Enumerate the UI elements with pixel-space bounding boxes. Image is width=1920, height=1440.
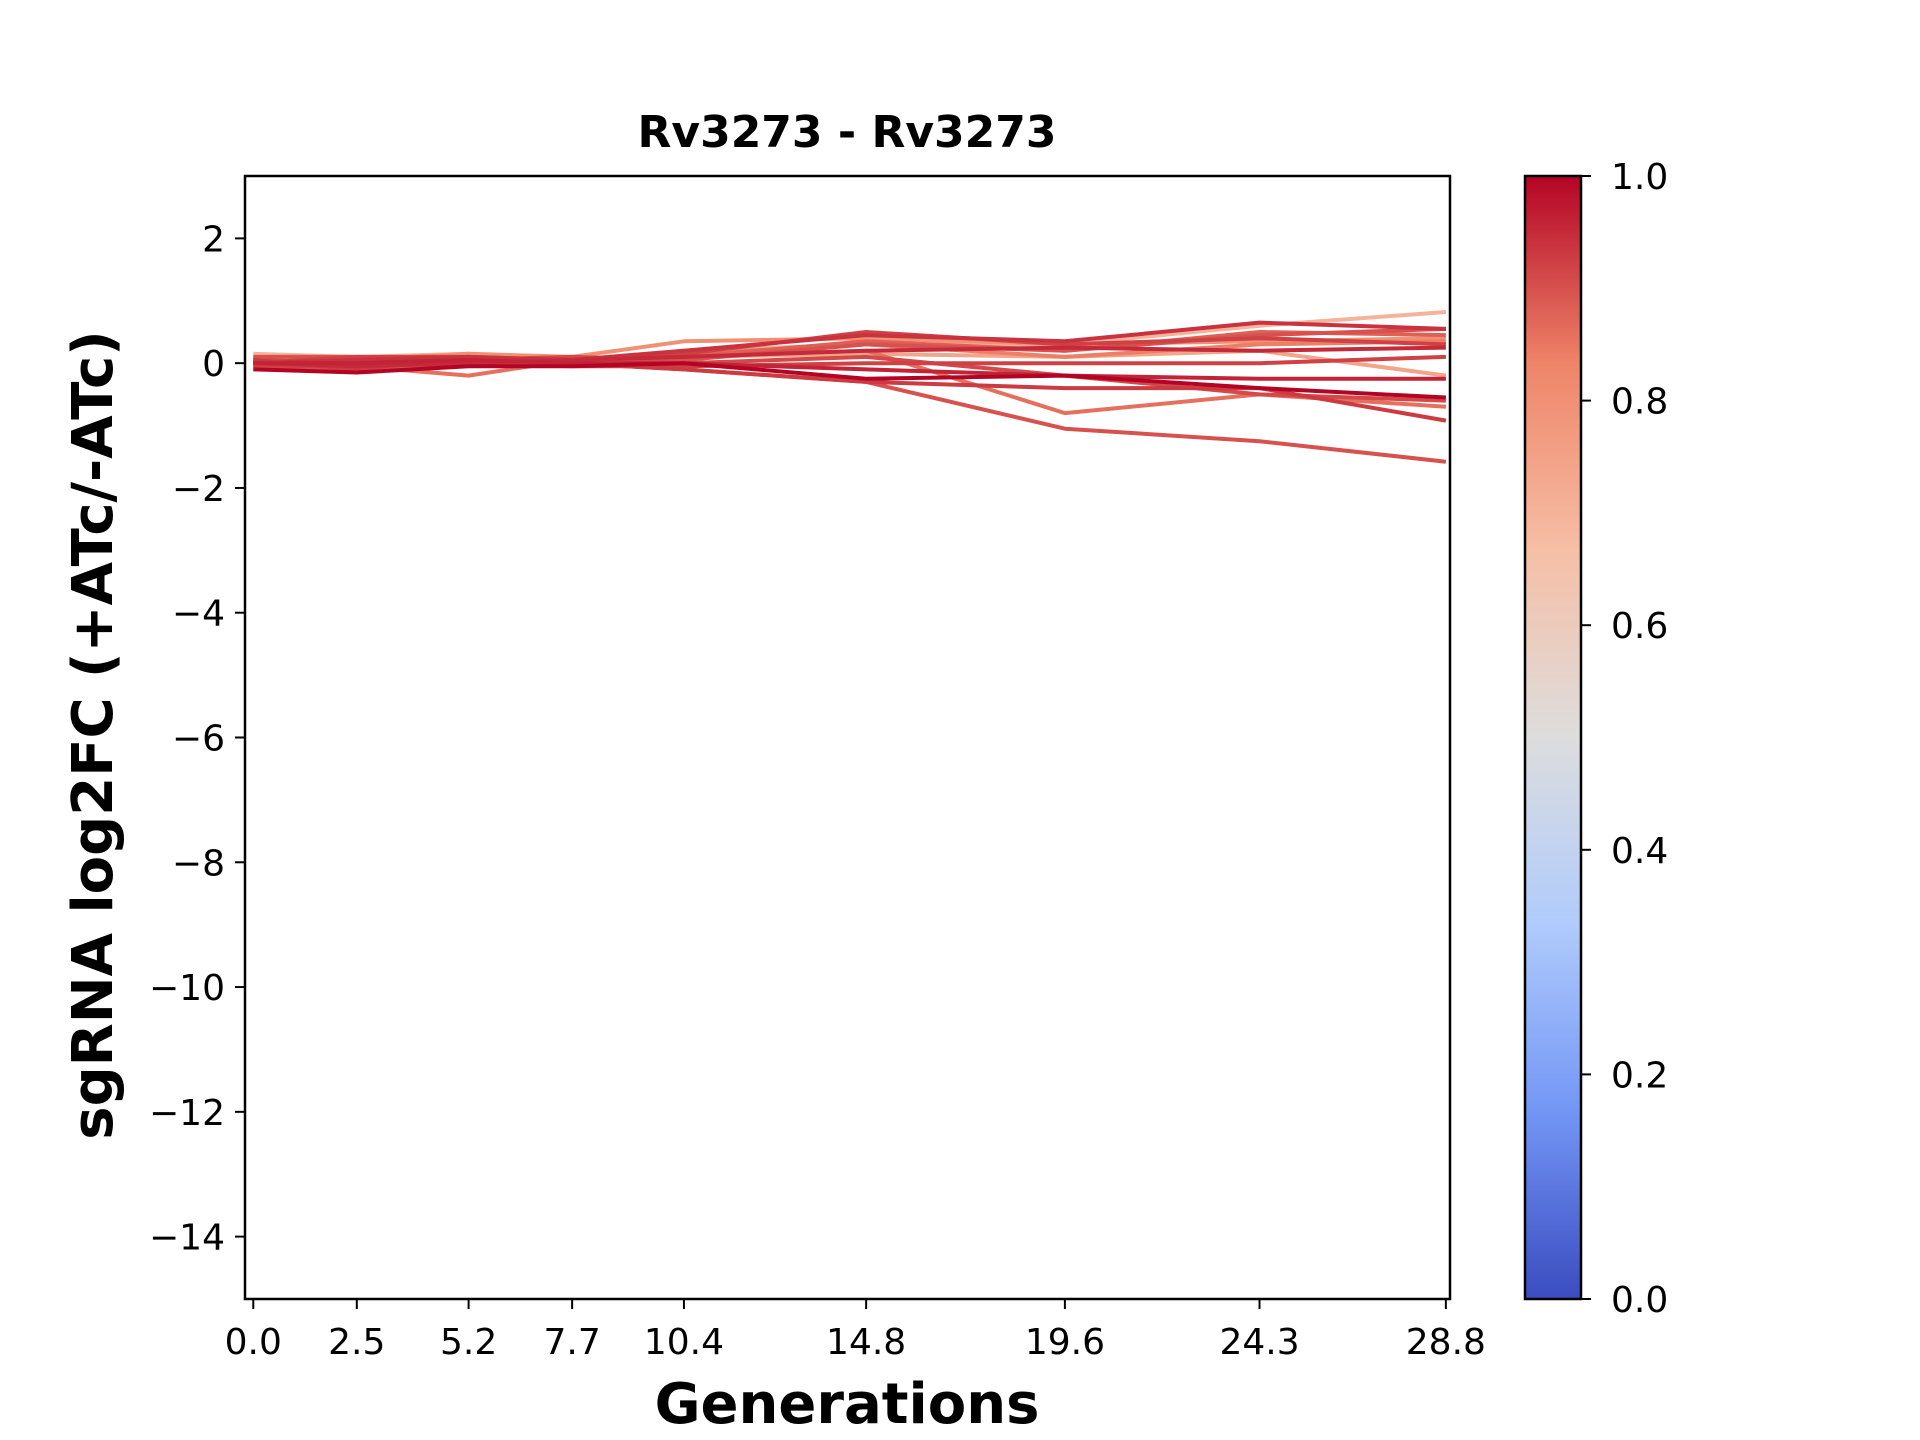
colorbar-tick-label: 0.6 [1611, 606, 1668, 647]
y-tick-label: −6 [172, 719, 225, 760]
x-tick-label: 2.5 [328, 1322, 385, 1363]
y-tick-label: 0 [202, 344, 225, 385]
y-tick-label: −12 [149, 1093, 225, 1134]
colorbar-tick-label: 0.2 [1611, 1055, 1668, 1096]
series-line-11 [253, 330, 1446, 366]
y-tick-label: −2 [172, 469, 225, 510]
y-tick-label: −10 [149, 968, 225, 1009]
x-axis-label: Generations [655, 1372, 1040, 1437]
series-line-8 [253, 358, 1447, 464]
x-tick-label: 0.0 [225, 1322, 282, 1363]
x-tick-label: 5.2 [440, 1322, 497, 1363]
colorbar-gradient [1523, 174, 1583, 1301]
y-axis-ticks: 2 0 −2 −4 −6 −8 −10 −12 −14 [149, 219, 245, 1259]
chart-title: Rv3273 - Rv3273 [638, 107, 1057, 158]
series-line-16 [253, 361, 1447, 400]
y-tick-label: 2 [202, 219, 225, 260]
series-line-14 [253, 345, 1446, 369]
colorbar-tick-label: 0.0 [1611, 1280, 1668, 1321]
y-tick-label: −8 [172, 843, 225, 884]
x-tick-label: 28.8 [1406, 1322, 1486, 1363]
series-line-13 [253, 320, 1446, 366]
x-tick-label: 10.4 [644, 1322, 724, 1363]
x-tick-label: 19.6 [1025, 1322, 1105, 1363]
colorbar: 0.0 0.2 0.4 0.6 0.8 1.0 [1523, 157, 1668, 1321]
y-axis-label: sgRNA log2FC (+ATc/-ATc) [61, 330, 126, 1140]
x-tick-label: 24.3 [1219, 1322, 1299, 1363]
x-tick-label: 7.7 [543, 1322, 600, 1363]
colorbar-tick-label: 0.8 [1611, 382, 1668, 423]
y-tick-label: −4 [172, 594, 225, 635]
colorbar-tick-label: 0.4 [1611, 831, 1668, 872]
y-tick-label: −14 [149, 1218, 225, 1259]
colorbar-tick-label: 1.0 [1611, 157, 1668, 198]
plot-series-group [253, 310, 1447, 464]
x-axis-ticks: 0.0 2.5 5.2 7.7 10.4 14.8 19.6 24.3 28.8 [225, 1299, 1486, 1363]
x-tick-label: 14.8 [826, 1322, 906, 1363]
